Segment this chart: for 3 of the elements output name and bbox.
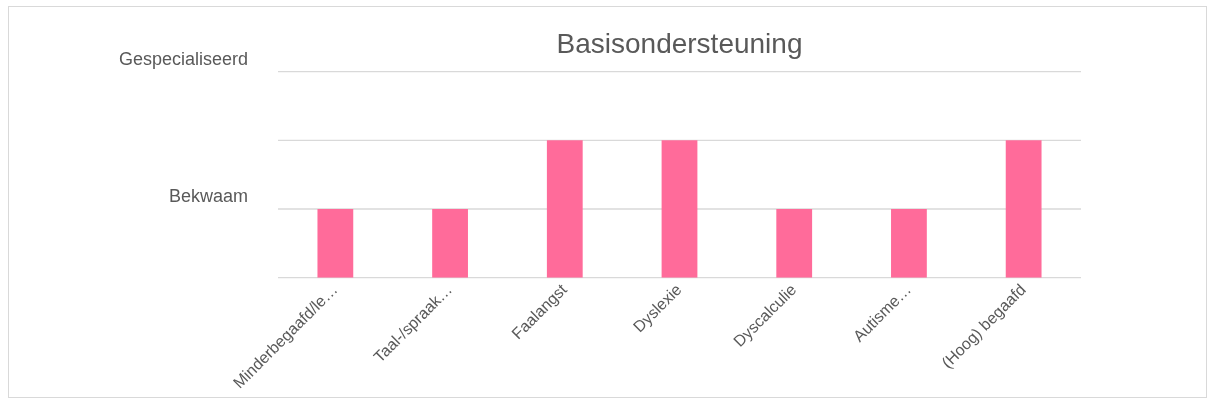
ref-line-label: Bekwaam: [168, 185, 248, 206]
ref-line-label: Gespecialiseerd: [118, 48, 248, 69]
chart-title: Basisondersteuning: [556, 27, 803, 59]
